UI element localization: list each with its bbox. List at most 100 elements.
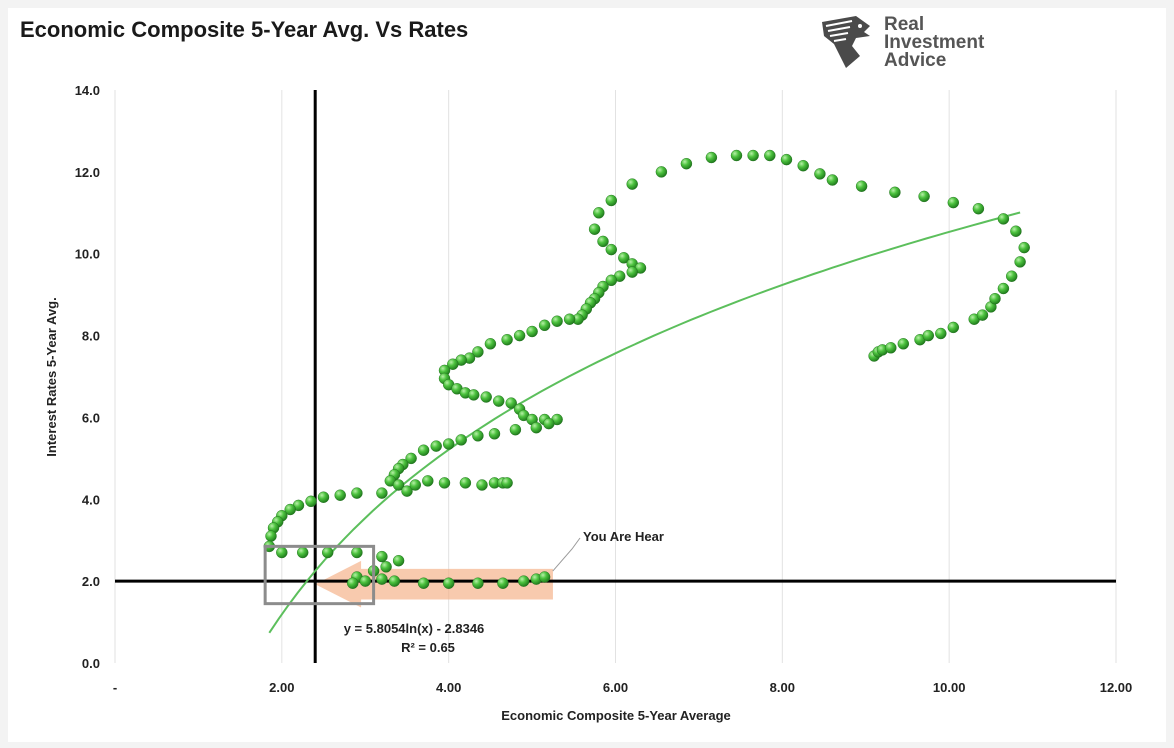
data-point: [976, 309, 989, 321]
brand-line-1: Real: [884, 14, 925, 35]
x-tick-label: 10.00: [933, 680, 966, 695]
data-point: [359, 575, 371, 587]
data-point: [476, 479, 488, 491]
brand-logo: Real Investment Advice: [816, 12, 1006, 74]
y-tick-label: 10.0: [75, 247, 100, 262]
chart-title: Economic Composite 5-Year Avg. Vs Rates: [20, 17, 469, 42]
y-tick-label: 8.0: [82, 329, 100, 344]
data-point: [922, 329, 934, 342]
data-point: [459, 477, 472, 489]
y-tick-label: 4.0: [82, 492, 100, 507]
data-point: [392, 479, 405, 491]
data-point: [989, 293, 1001, 305]
axis-ticks: - 2.00 4.00 6.00 8.00 10.00 12.00 0.0 2.0 4.0 6.0 8…: [75, 83, 1133, 695]
data-point: [897, 338, 909, 350]
brand-line-2: Investment: [884, 32, 985, 53]
x-axis-title: Economic Composite 5-Year Average: [501, 708, 731, 723]
brand-name: Real Investment Advice: [884, 14, 985, 70]
data-point: [680, 157, 693, 170]
data-point: [593, 207, 605, 219]
y-tick-label: 6.0: [82, 410, 100, 425]
data-point: [422, 475, 434, 487]
x-tick-label: -: [113, 680, 117, 695]
data-point: [488, 428, 501, 440]
data-point: [417, 577, 430, 589]
data-point: [472, 430, 484, 442]
eagle-head-icon: [822, 16, 870, 68]
you-are-here-label: You Are Hear: [583, 529, 664, 544]
data-point: [997, 213, 1010, 225]
highlight-box: [263, 544, 376, 606]
y-tick-label: 0.0: [82, 656, 100, 671]
data-point: [780, 153, 793, 166]
x-tick-label: 12.00: [1100, 680, 1133, 695]
data-point: [826, 174, 839, 186]
y-tick-label: 12.0: [75, 165, 100, 180]
data-point: [322, 546, 334, 559]
chart-card: [8, 8, 1166, 742]
data-point: [563, 313, 576, 325]
data-point: [409, 479, 421, 491]
data-point: [513, 329, 526, 342]
data-point: [626, 178, 638, 190]
trendline-curve: [268, 211, 1021, 634]
data-point: [265, 530, 277, 542]
data-point: [376, 487, 388, 499]
data-point: [472, 346, 484, 358]
data-point: [885, 342, 897, 354]
data-point: [605, 274, 617, 286]
data-point: [505, 397, 517, 409]
data-point: [334, 489, 346, 501]
data-point: [401, 485, 413, 497]
data-point: [597, 235, 609, 248]
highlight-box-rect: [263, 544, 376, 606]
data-point: [1006, 270, 1018, 282]
data-point: [376, 550, 388, 563]
data-point: [947, 321, 959, 334]
data-point: [317, 491, 330, 503]
data-points: [263, 149, 1030, 589]
data-point: [1010, 225, 1022, 237]
data-point: [618, 252, 630, 264]
data-point: [351, 546, 363, 559]
annotation-callout: You Are Hear: [552, 529, 664, 572]
data-point: [814, 168, 826, 180]
data-point: [997, 282, 1010, 295]
data-point: [305, 495, 317, 507]
data-point: [376, 573, 388, 585]
data-point: [918, 190, 930, 203]
data-point: [538, 571, 551, 583]
data-point: [284, 503, 296, 516]
data-point: [855, 180, 868, 192]
data-point: [889, 186, 901, 199]
y-tick-label: 14.0: [75, 83, 100, 98]
data-point: [1018, 241, 1030, 254]
data-point: [543, 417, 555, 430]
data-point: [417, 444, 430, 456]
data-point: [455, 434, 467, 446]
reference-lines: [115, 90, 1116, 663]
data-point: [347, 577, 359, 589]
data-point: [480, 391, 492, 403]
data-point: [443, 577, 455, 589]
x-tick-label: 6.00: [603, 680, 628, 695]
data-point: [730, 149, 743, 162]
trendline-equation: y = 5.8054ln(x) - 2.8346: [344, 621, 485, 636]
data-point: [484, 338, 497, 350]
data-point: [588, 223, 601, 235]
data-point: [1014, 256, 1026, 268]
data-point: [472, 577, 484, 589]
data-point: [935, 327, 947, 340]
x-tick-label: 4.00: [436, 680, 461, 695]
data-point: [501, 334, 513, 346]
data-point: [972, 202, 985, 215]
data-point: [468, 389, 480, 401]
data-point: [538, 319, 551, 331]
data-point: [947, 196, 959, 209]
data-point: [351, 487, 363, 499]
data-point: [276, 546, 288, 559]
y-axis-title: Interest Rates 5-Year Avg.: [44, 297, 59, 456]
grid-lines: [114, 90, 1117, 663]
data-point: [526, 325, 538, 338]
data-point: [551, 315, 563, 327]
